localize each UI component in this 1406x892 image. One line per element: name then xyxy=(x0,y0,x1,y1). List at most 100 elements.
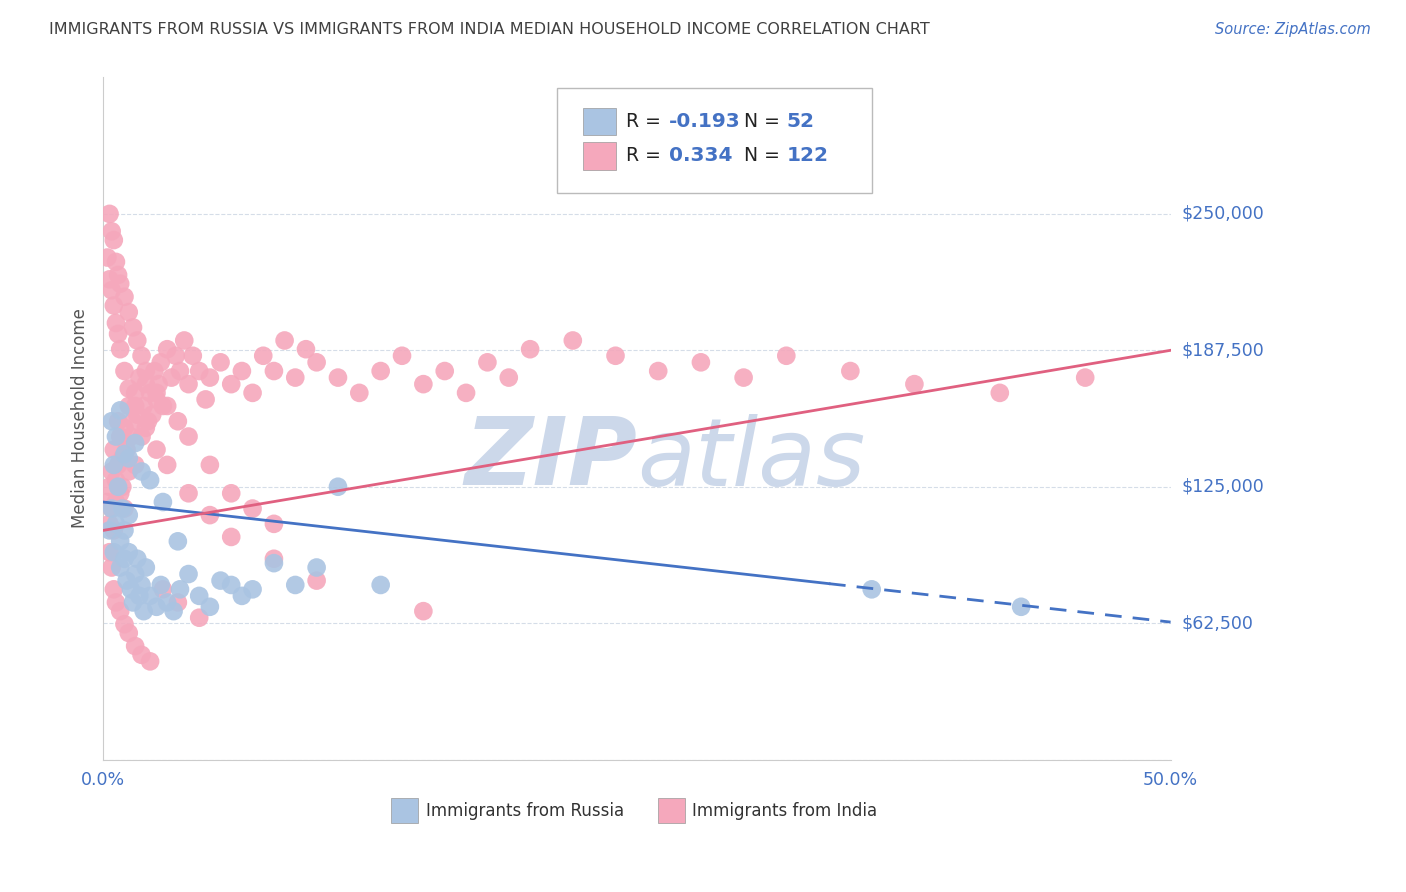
Point xyxy=(152,399,174,413)
Point xyxy=(108,604,131,618)
Point xyxy=(143,364,166,378)
Point xyxy=(118,545,141,559)
Point xyxy=(498,370,520,384)
Point xyxy=(690,355,713,369)
Point xyxy=(242,385,264,400)
Point xyxy=(177,377,200,392)
Point xyxy=(326,480,349,494)
Text: Immigrants from Russia: Immigrants from Russia xyxy=(426,802,624,820)
Point xyxy=(107,458,129,472)
Point xyxy=(104,255,127,269)
Point xyxy=(162,604,184,618)
Point xyxy=(114,524,136,538)
Point xyxy=(114,364,136,378)
FancyBboxPatch shape xyxy=(583,142,616,169)
Point xyxy=(114,447,136,461)
Point xyxy=(1074,370,1097,384)
Point xyxy=(104,316,127,330)
Point xyxy=(135,377,157,392)
Point xyxy=(605,349,627,363)
Point xyxy=(111,501,134,516)
Point xyxy=(100,501,122,516)
Point xyxy=(145,599,167,614)
Point xyxy=(139,654,162,668)
Point xyxy=(139,385,162,400)
Point xyxy=(284,370,307,384)
Point xyxy=(132,604,155,618)
Point xyxy=(263,551,285,566)
Point xyxy=(127,408,149,422)
Point xyxy=(305,574,328,588)
Point xyxy=(177,429,200,443)
Point xyxy=(219,486,242,500)
Point xyxy=(114,421,136,435)
Text: 0.334: 0.334 xyxy=(669,146,733,165)
Point xyxy=(118,626,141,640)
Point xyxy=(139,589,162,603)
Point xyxy=(148,377,170,392)
Point xyxy=(108,403,131,417)
Point xyxy=(561,334,583,348)
Point xyxy=(242,582,264,597)
Point xyxy=(177,567,200,582)
Point xyxy=(120,429,142,443)
Point xyxy=(263,516,285,531)
Point xyxy=(149,578,172,592)
Point xyxy=(104,595,127,609)
Point xyxy=(198,458,221,472)
Point xyxy=(860,582,883,597)
Point xyxy=(107,326,129,341)
Point xyxy=(156,342,179,356)
Point xyxy=(166,595,188,609)
Point xyxy=(96,251,118,265)
Point xyxy=(118,382,141,396)
Point xyxy=(145,392,167,407)
Point xyxy=(115,442,138,457)
Point xyxy=(107,414,129,428)
Point xyxy=(136,414,159,428)
Point xyxy=(231,364,253,378)
Point xyxy=(114,501,136,516)
Point xyxy=(188,589,211,603)
Point xyxy=(124,458,146,472)
Point xyxy=(128,589,150,603)
Point xyxy=(198,508,221,522)
Point xyxy=(111,451,134,466)
Point xyxy=(263,556,285,570)
Point xyxy=(118,451,141,466)
Point xyxy=(132,399,155,413)
Point xyxy=(145,385,167,400)
Point xyxy=(135,364,157,378)
Point xyxy=(454,385,477,400)
Point xyxy=(903,377,925,392)
Point xyxy=(124,399,146,413)
Point xyxy=(100,224,122,238)
Point xyxy=(98,524,121,538)
Point xyxy=(209,574,232,588)
Text: Immigrants from India: Immigrants from India xyxy=(692,802,877,820)
Text: ZIP: ZIP xyxy=(464,414,637,506)
Point xyxy=(115,574,138,588)
Point xyxy=(104,495,127,509)
Point xyxy=(135,560,157,574)
Text: 122: 122 xyxy=(786,146,828,165)
Point xyxy=(114,290,136,304)
Point xyxy=(152,495,174,509)
Point xyxy=(194,392,217,407)
Point xyxy=(198,370,221,384)
Point xyxy=(188,364,211,378)
Point xyxy=(103,524,125,538)
Point xyxy=(295,342,318,356)
Point xyxy=(477,355,499,369)
Point xyxy=(173,334,195,348)
Point xyxy=(98,272,121,286)
Point xyxy=(98,545,121,559)
Point xyxy=(124,639,146,653)
Point xyxy=(988,385,1011,400)
Point xyxy=(181,349,204,363)
Text: R =: R = xyxy=(626,112,666,131)
Point xyxy=(114,617,136,632)
Point xyxy=(98,480,121,494)
Point xyxy=(219,578,242,592)
Point xyxy=(118,465,141,479)
